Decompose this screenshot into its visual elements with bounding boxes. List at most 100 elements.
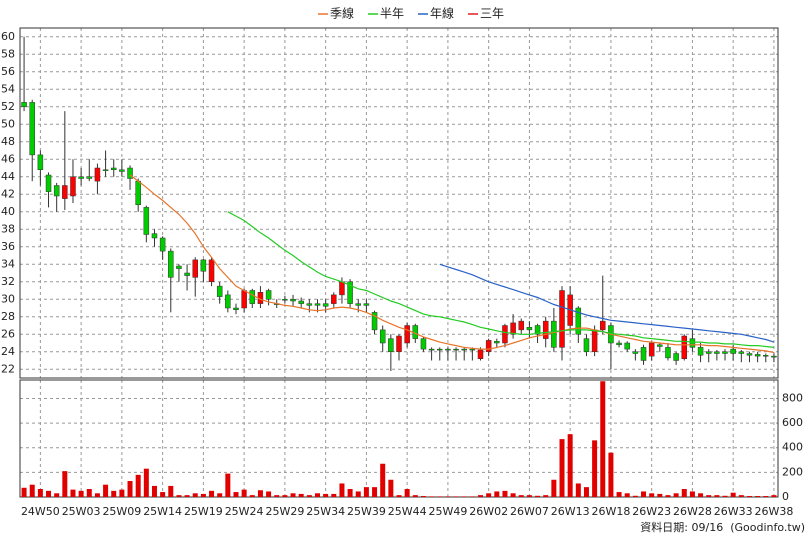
volume-bar <box>559 439 565 497</box>
volume-bar <box>771 495 777 497</box>
candle-body <box>746 353 753 356</box>
volume-bar <box>526 495 532 497</box>
y-tick-label: 46 <box>1 152 15 165</box>
volume-bar <box>763 496 769 497</box>
candle-body <box>29 102 35 156</box>
y-tick-label: 54 <box>1 82 15 95</box>
candle-body <box>518 320 525 331</box>
volume-bar <box>200 493 206 497</box>
candle-body <box>110 167 117 170</box>
y-tick-label: 36 <box>1 240 15 253</box>
candle-body <box>771 355 777 358</box>
y-tick-label: 58 <box>1 47 15 60</box>
candle-body <box>665 347 671 359</box>
candle-body <box>648 342 655 357</box>
volume-bar <box>274 495 280 497</box>
x-tick-label: 26W23 <box>632 505 671 518</box>
volume-bar <box>616 492 622 497</box>
candle-body <box>697 347 704 356</box>
volume-bar <box>380 463 386 497</box>
volume-bar <box>111 490 117 497</box>
volume-bar <box>404 488 410 497</box>
legend-label: 季線 <box>330 6 354 21</box>
candle-body <box>119 169 125 172</box>
x-tick-label: 25W44 <box>388 505 427 518</box>
candle-body <box>624 342 630 350</box>
volume-bar <box>641 491 647 497</box>
x-tick-label: 25W03 <box>62 505 101 518</box>
candle-body <box>70 176 76 197</box>
volume-bar <box>135 474 141 497</box>
candle-body <box>216 285 223 297</box>
x-tick-label: 26W13 <box>551 505 590 518</box>
source-note: 資料日期: 09/16 (Goodinfo.tw) <box>640 520 805 534</box>
y-tick-label: 34 <box>1 257 15 270</box>
volume-bar <box>478 495 484 497</box>
volume-bar <box>730 492 736 497</box>
candle-body <box>600 320 606 331</box>
volume-bar <box>249 495 255 497</box>
x-tick-label: 26W02 <box>469 505 508 518</box>
candle-body <box>225 294 231 309</box>
y-tick-label: 52 <box>1 100 15 113</box>
candle-body <box>591 329 598 352</box>
candle-body <box>184 272 190 276</box>
candle-body <box>681 335 688 359</box>
candle-body <box>689 338 696 348</box>
volume-bar <box>372 487 378 497</box>
volume-bar <box>518 495 524 497</box>
volume-bar <box>738 495 744 497</box>
volume-bar <box>714 495 720 497</box>
candle-body <box>21 102 27 107</box>
y2-tick-label: 400 <box>782 441 803 454</box>
candle-body <box>420 338 427 350</box>
volume-bar <box>412 495 418 497</box>
candle-body <box>738 351 745 354</box>
x-tick-label: 25W34 <box>306 505 345 518</box>
volume-bar <box>673 493 679 497</box>
candle-body <box>78 176 84 179</box>
y-tick-label: 38 <box>1 222 15 235</box>
candle-body <box>526 327 533 331</box>
volume-bar <box>143 468 149 497</box>
volume-bar <box>722 495 728 497</box>
y-tick-label: 22 <box>1 362 15 375</box>
ma-line <box>129 174 775 354</box>
volume-bar <box>355 491 361 497</box>
x-tick-label: 26W18 <box>591 505 630 518</box>
volume-bar <box>209 490 215 497</box>
candle-body <box>632 351 639 354</box>
candle-body <box>583 338 590 352</box>
volume-bar <box>486 493 492 497</box>
volume-bar <box>339 483 345 497</box>
legend-label: 三年 <box>480 7 504 21</box>
candle-body <box>102 169 109 171</box>
y-tick-label: 32 <box>1 275 15 288</box>
ma-line <box>439 263 775 343</box>
candle-body <box>388 338 394 352</box>
volume-bar <box>592 440 598 497</box>
candle-body <box>200 259 207 272</box>
volume-bar <box>600 381 606 497</box>
volume-bar <box>420 496 426 497</box>
y2-tick-label: 600 <box>782 416 803 429</box>
volume-bar <box>567 434 573 497</box>
y2-tick-label: 800 <box>782 391 803 404</box>
volume-bar <box>396 495 402 497</box>
candle-body <box>763 355 769 357</box>
candle-body <box>53 185 60 197</box>
volume-bar <box>657 493 663 497</box>
candle-body <box>208 259 215 282</box>
candle-body <box>485 340 492 352</box>
volume-bar <box>119 489 125 497</box>
candle-body <box>616 342 622 345</box>
volume-bar <box>78 490 84 497</box>
volume-bar <box>94 493 100 497</box>
volume-bar <box>681 488 687 497</box>
x-tick-label: 26W28 <box>673 505 712 518</box>
volume-bar <box>689 491 695 497</box>
volume-bar <box>37 488 43 497</box>
volume-bar <box>551 479 557 497</box>
volume-bar <box>706 495 712 497</box>
